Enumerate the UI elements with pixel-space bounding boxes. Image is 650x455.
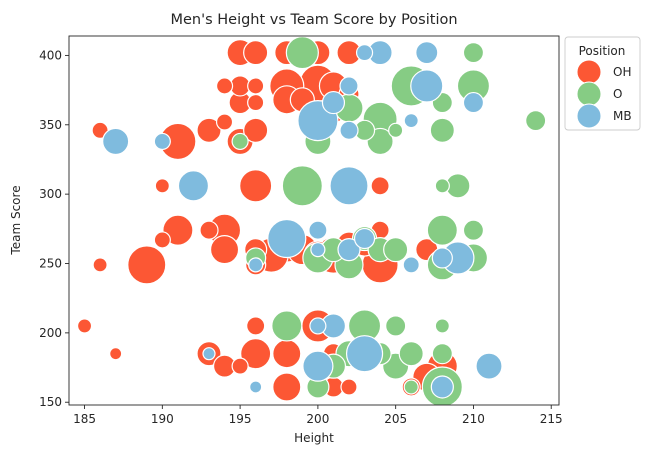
point-mb [353, 227, 376, 250]
point-oh [370, 176, 390, 196]
point-mb [339, 76, 359, 96]
point-mb [339, 120, 359, 140]
point-mb [430, 375, 454, 399]
x-tick-label: 205 [384, 412, 407, 426]
point-mb [337, 238, 361, 262]
point-oh [247, 77, 265, 95]
y-tick-label: 350 [39, 118, 62, 132]
point-oh [209, 235, 240, 265]
x-tick-label: 185 [73, 412, 96, 426]
point-mb [248, 257, 264, 273]
plot-frame [68, 35, 560, 406]
point-mb [153, 132, 171, 151]
point-oh [240, 338, 272, 370]
point-mb [302, 350, 334, 382]
point-o [231, 132, 249, 151]
point-oh [231, 357, 249, 375]
x-tick-label: 200 [306, 412, 329, 426]
point-o [462, 42, 485, 64]
point-mb [475, 352, 503, 380]
point-mb [462, 91, 485, 114]
point-o [281, 165, 323, 207]
point-o [462, 219, 485, 241]
point-o [525, 110, 547, 132]
point-o [285, 36, 319, 70]
y-axis: 150 200 250 300 350 400 [39, 48, 69, 409]
point-oh [215, 77, 234, 95]
point-oh [199, 220, 219, 240]
point-mb [410, 69, 444, 103]
x-tick-label: 210 [462, 412, 485, 426]
legend-label-o: O [613, 87, 622, 101]
point-oh [92, 257, 108, 273]
point-mb [102, 127, 130, 156]
point-o [398, 341, 424, 367]
point-mb [321, 90, 346, 115]
point-mb [267, 218, 307, 259]
point-o [429, 117, 455, 143]
point-oh [76, 318, 93, 334]
y-tick-label: 400 [39, 48, 62, 62]
points-layer [76, 36, 547, 405]
point-o [431, 343, 453, 365]
point-mb [249, 380, 263, 394]
point-oh [215, 113, 234, 131]
y-tick-label: 300 [39, 187, 62, 201]
point-o [383, 237, 409, 263]
point-mb [202, 347, 216, 361]
point-mb [415, 41, 439, 65]
point-oh [340, 378, 358, 396]
point-oh [196, 117, 222, 143]
legend-items: OH O MB [576, 59, 632, 129]
legend-title: Position [579, 44, 626, 58]
point-o [434, 318, 450, 334]
legend-marker-mb [576, 103, 602, 129]
y-tick-label: 200 [39, 326, 62, 340]
point-oh [243, 117, 269, 143]
point-mb [345, 335, 384, 373]
point-oh [239, 169, 273, 203]
point-mb [403, 113, 419, 129]
point-mb [309, 317, 327, 335]
point-o [388, 122, 404, 138]
legend: Position OH O MB [564, 36, 641, 131]
x-tick-label: 190 [151, 412, 174, 426]
legend-marker-o [576, 81, 602, 107]
point-mb [177, 170, 210, 202]
point-oh [247, 93, 265, 112]
point-oh [154, 178, 170, 194]
legend-label-mb: MB [613, 109, 632, 123]
point-oh [246, 316, 266, 336]
legend-label-oh: OH [613, 65, 631, 79]
x-axis: 185 190 195 200 205 210 215 [73, 405, 563, 426]
y-axis-label: Team Score [9, 185, 23, 255]
point-oh [272, 339, 302, 369]
point-oh [153, 231, 171, 249]
point-oh [127, 245, 167, 285]
chart-title: Men's Height vs Team Score by Position [170, 12, 457, 28]
x-tick-label: 215 [540, 412, 563, 426]
point-mb [310, 242, 326, 258]
point-oh [272, 372, 302, 402]
point-mb [308, 220, 328, 240]
point-o [426, 214, 458, 246]
point-o [434, 178, 450, 194]
x-tick-label: 195 [229, 412, 252, 426]
point-o [385, 315, 407, 337]
point-o [271, 310, 303, 342]
point-mb [329, 166, 369, 206]
point-oh [109, 347, 123, 361]
point-oh [243, 40, 269, 66]
point-mb [402, 256, 420, 274]
legend-marker-oh [576, 59, 602, 85]
x-axis-label: Height [294, 431, 334, 445]
y-tick-label: 150 [39, 395, 62, 409]
point-o [403, 379, 419, 395]
y-tick-label: 250 [39, 257, 62, 271]
point-mb [355, 44, 374, 62]
point-mb [431, 247, 453, 269]
